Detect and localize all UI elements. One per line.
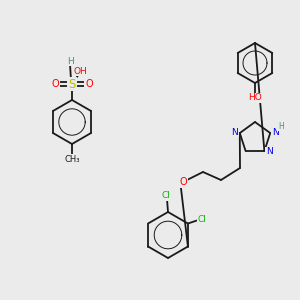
Text: H: H bbox=[278, 122, 284, 130]
Text: Cl: Cl bbox=[197, 215, 206, 224]
Text: S: S bbox=[68, 77, 76, 91]
Text: CH₃: CH₃ bbox=[64, 154, 80, 164]
Text: N: N bbox=[231, 128, 238, 136]
Text: HO: HO bbox=[248, 94, 262, 103]
Text: O: O bbox=[85, 79, 93, 89]
Text: Cl: Cl bbox=[162, 191, 170, 200]
Text: H: H bbox=[67, 56, 73, 65]
Text: N: N bbox=[272, 128, 279, 136]
Text: OH: OH bbox=[73, 67, 87, 76]
Text: O: O bbox=[179, 177, 187, 187]
Text: O: O bbox=[51, 79, 59, 89]
Text: N: N bbox=[266, 147, 273, 156]
